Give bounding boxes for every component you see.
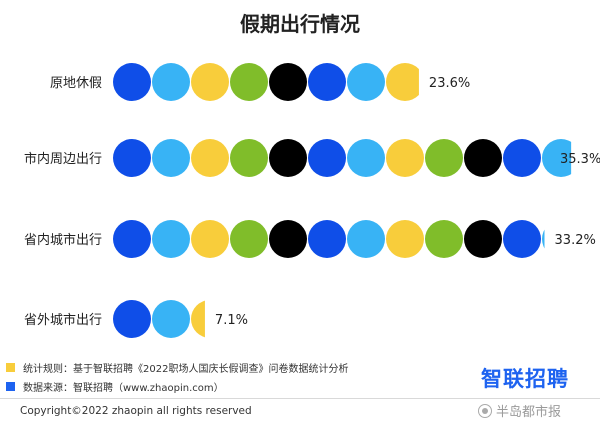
category-label: 市内周边出行 <box>24 151 102 167</box>
bar-circle <box>152 63 190 101</box>
bar-circle <box>308 139 346 177</box>
bar-circle-partial <box>191 300 205 338</box>
bar-circle <box>230 139 268 177</box>
bar-circle <box>308 220 346 258</box>
pictograph-chart: 原地休假 23.6% 市内周边出行 35.3% 省内城市出行 33.2% 省外城市出行 7.1… <box>24 63 600 338</box>
value-label: 35.3% <box>560 152 600 167</box>
footer-divider <box>0 398 600 399</box>
bar-circle <box>113 300 151 338</box>
bar-circle <box>113 139 151 177</box>
category-label: 省外城市出行 <box>24 312 102 328</box>
bar-circle <box>386 139 424 177</box>
footer-rule-text: 统计规则：基于智联招聘《2022职场人国庆长假调查》问卷数据统计分析 <box>23 363 349 375</box>
bar-circle <box>152 220 190 258</box>
bar-circle <box>191 220 229 258</box>
watermark-text: 半岛都市报 <box>496 405 562 420</box>
value-label: 7.1% <box>215 313 248 328</box>
bar-circle <box>269 139 307 177</box>
bar-circle <box>425 139 463 177</box>
bar-circle <box>308 63 346 101</box>
bar-circle <box>347 220 385 258</box>
bar-circle-partial <box>386 63 419 101</box>
chart-title: 假期出行情况 <box>240 12 360 36</box>
bar-circle <box>503 139 541 177</box>
bar-circle <box>191 139 229 177</box>
bar-circle <box>464 220 502 258</box>
bar-circle <box>152 300 190 338</box>
bar-circle <box>269 63 307 101</box>
brand-logo: 智联招聘 <box>481 367 569 391</box>
yellow-square-icon <box>6 362 15 372</box>
value-label: 33.2% <box>555 233 596 248</box>
blue-square-icon <box>6 381 15 391</box>
bar-circle <box>347 63 385 101</box>
bar-circle <box>269 220 307 258</box>
bar-circle <box>230 220 268 258</box>
watermark: 半岛都市报 <box>478 401 561 420</box>
footer-source-text: 数据来源：智联招聘（www.zhaopin.com） <box>23 382 224 394</box>
value-label: 23.6% <box>429 76 470 91</box>
watermark-icon <box>478 403 492 418</box>
category-label: 省内城市出行 <box>24 232 102 248</box>
bar-circle <box>386 220 424 258</box>
bar-circle <box>347 139 385 177</box>
bar-circle <box>503 220 541 258</box>
bar-circle-partial <box>542 229 545 249</box>
bar-circle <box>425 220 463 258</box>
bar-circle-partial <box>542 139 572 177</box>
bar-circle <box>191 63 229 101</box>
copyright-text: Copyright©2022 zhaopin all rights reserv… <box>20 405 252 417</box>
footer-rule: 统计规则：基于智联招聘《2022职场人国庆长假调查》问卷数据统计分析 <box>6 358 348 376</box>
footer-source: 数据来源：智联招聘（www.zhaopin.com） <box>6 377 224 395</box>
bar-circle <box>152 139 190 177</box>
bar-circle <box>113 220 151 258</box>
bar-circle <box>113 63 151 101</box>
category-label: 原地休假 <box>50 76 102 91</box>
bar-circle <box>230 63 268 101</box>
bar-circle <box>464 139 502 177</box>
